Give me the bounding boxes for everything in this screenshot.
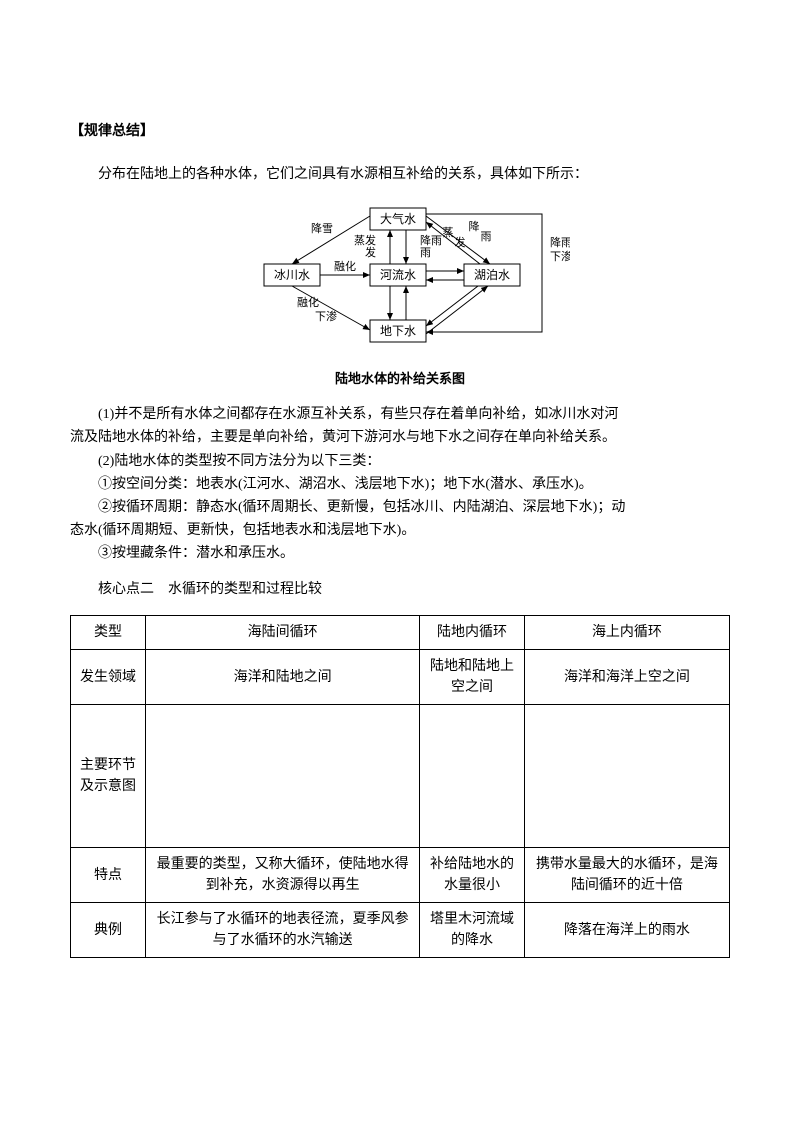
- node-river: 河流水: [380, 268, 416, 282]
- node-ground: 地下水: [380, 324, 416, 338]
- edge-melt2: 融化: [297, 295, 319, 309]
- edge-evap1: 蒸发: [354, 233, 376, 247]
- core-heading: 核心点二 水循环的类型和过程比较: [70, 579, 730, 601]
- edge-rain-infil-a: 降雨: [550, 235, 570, 249]
- node-lake: 湖泊水: [474, 267, 510, 282]
- table-row: 特点 最重要的类型，又称大循环，使陆地水得到补充，水资源得以再生 补给陆地水的水…: [71, 848, 730, 903]
- edge-melt1: 融化: [334, 259, 356, 273]
- cell-domain-c1: 海洋和陆地之间: [146, 650, 420, 705]
- cell-domain-c2: 陆地和陆地上空之间: [420, 650, 525, 705]
- para-3: ①按空间分类：地表水(江河水、湖沼水、浅层地下水)；地下水(潜水、承压水)。: [70, 473, 730, 496]
- table-row: 主要环节及示意图: [71, 705, 730, 848]
- water-relation-diagram: 大气水 冰川水 河流水 湖泊水 地下水 降雪 蒸发 发 降雨 雨 蒸 发: [230, 202, 570, 362]
- para-4b: 态水(循环周期短、更新快，包括地表水和浅层地下水)。: [70, 519, 730, 542]
- th-c3: 海上内循环: [524, 616, 729, 650]
- cell-feature-c2: 补给陆地水的水量很小: [420, 848, 525, 903]
- cell-example-c2: 塔里木河流域的降水: [420, 903, 525, 958]
- intro-text: 分布在陆地上的各种水体，它们之间具有水源相互补给的关系，具体如下所示：: [70, 164, 730, 186]
- table-row: 类型 海陆间循环 陆地内循环 海上内循环: [71, 616, 730, 650]
- edge-rain1: 降雨: [420, 233, 442, 247]
- diagram-caption: 陆地水体的补给关系图: [335, 368, 465, 387]
- table-row: 典例 长江参与了水循环的地表径流，夏季风参与了水循环的水汽输送 塔里木河流域的降…: [71, 903, 730, 958]
- rh-example: 典例: [71, 903, 146, 958]
- rh-feature: 特点: [71, 848, 146, 903]
- edge-infil1: 下渗: [315, 309, 337, 323]
- section-title: 【规律总结】: [70, 120, 730, 140]
- edge-snow: 降雪: [311, 221, 333, 235]
- diagram-container: 大气水 冰川水 河流水 湖泊水 地下水 降雪 蒸发 发 降雨 雨 蒸 发: [70, 202, 730, 387]
- edge-rain-infil-b: 下渗: [550, 249, 570, 263]
- cell-example-c3: 降落在海洋上的雨水: [524, 903, 729, 958]
- cell-example-c1: 长江参与了水循环的地表径流，夏季风参与了水循环的水汽输送: [146, 903, 420, 958]
- cell-domain-c3: 海洋和海洋上空之间: [524, 650, 729, 705]
- para-1b: 流及陆地水体的补给，主要是单向补给，黄河下游河水与地下水之间存在单向补给关系。: [70, 426, 730, 449]
- cell-links-c2: [420, 705, 525, 848]
- th-type: 类型: [71, 616, 146, 650]
- cell-feature-c1: 最重要的类型，又称大循环，使陆地水得到补充，水资源得以再生: [146, 848, 420, 903]
- edge-rain1b: 雨: [420, 247, 431, 259]
- para-1a: (1)并不是所有水体之间都存在水源互补关系，有些只存在着单向补给，如冰川水对河: [70, 403, 730, 426]
- cell-links-c3: [524, 705, 729, 848]
- rh-domain: 发生领域: [71, 650, 146, 705]
- cell-feature-c3: 携带水量最大的水循环，是海陆间循环的近十倍: [524, 848, 729, 903]
- edge-rain2: 降: [469, 219, 480, 233]
- para-2: (2)陆地水体的类型按不同方法分为以下三类：: [70, 450, 730, 473]
- edge-evap2: 蒸: [443, 226, 454, 239]
- rh-links: 主要环节及示意图: [71, 705, 146, 848]
- water-cycle-compare-table: 类型 海陆间循环 陆地内循环 海上内循环 发生领域 海洋和陆地之间 陆地和陆地上…: [70, 615, 730, 958]
- table-row: 发生领域 海洋和陆地之间 陆地和陆地上空之间 海洋和海洋上空之间: [71, 650, 730, 705]
- node-atmos: 大气水: [380, 211, 416, 226]
- th-c1: 海陆间循环: [146, 616, 420, 650]
- th-c2: 陆地内循环: [420, 616, 525, 650]
- para-5: ③按埋藏条件：潜水和承压水。: [70, 542, 730, 565]
- edge-evap1b: 发: [365, 245, 376, 259]
- para-4a: ②按循环周期：静态水(循环周期长、更新慢，包括冰川、内陆湖泊、深层地下水)；动: [70, 496, 730, 519]
- cell-links-c1: [146, 705, 420, 848]
- edge-evap2b: 发: [455, 235, 466, 249]
- edge-rain2b: 雨: [481, 231, 492, 243]
- node-glacier: 冰川水: [274, 268, 310, 282]
